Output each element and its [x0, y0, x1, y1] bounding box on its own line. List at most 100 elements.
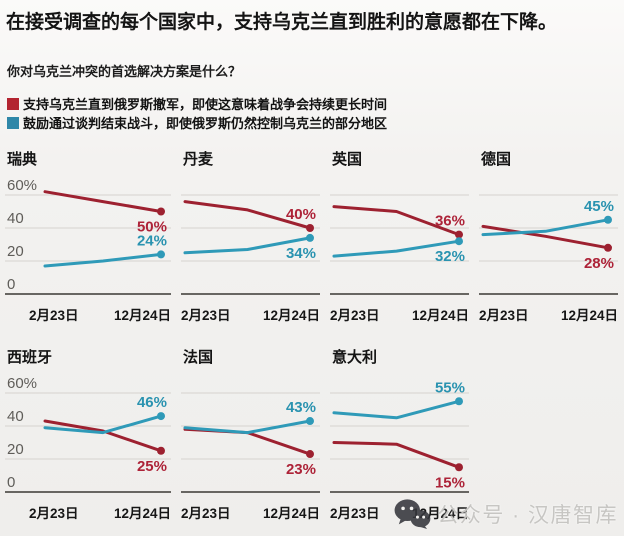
country-label: 意大利 [332, 348, 378, 366]
x-axis-labels: 2月23日 12月24日 [181, 502, 320, 522]
chart-cell: 丹麦 40% 34% 2月23日 12月24日 [181, 148, 320, 324]
data-line-blue [43, 414, 163, 434]
x-tick-start: 2月23日 [29, 307, 79, 323]
x-tick-end: 12月24日 [262, 505, 320, 521]
x-tick-start: 2月23日 [479, 307, 529, 323]
country-label: 西班牙 [7, 348, 53, 366]
end-dot-red [157, 207, 165, 216]
line-chart: 60% 40 20 0 50%24% [5, 178, 171, 295]
value-label-red: 15% [435, 474, 465, 491]
line-chart: 28% 45% [479, 194, 618, 295]
x-tick-end: 12月24日 [113, 505, 171, 521]
x-tick-end: 12月24日 [113, 307, 171, 323]
survey-question: 你对乌克兰冲突的首选解决方案是什么？ [7, 63, 242, 79]
end-dot-blue [157, 411, 165, 420]
x-tick-end: 12月24日 [262, 307, 320, 323]
end-dot-blue [306, 416, 314, 425]
x-tick-end: 12月24日 [560, 307, 618, 323]
charts-row-2: 西班牙 60% 40 20 0 25% 46% 2月23日 12月24日 法国 23% 43% 2月23… [0, 346, 624, 522]
x-tick-end: 12月24日 [411, 307, 469, 323]
country-label: 法国 [183, 348, 214, 366]
data-line-blue [481, 217, 610, 236]
end-dot-red [157, 446, 165, 455]
value-label-blue: 34% [286, 245, 316, 262]
end-dot-blue [455, 236, 463, 245]
x-tick-start: 2月23日 [181, 307, 231, 323]
legend-swatch-red [7, 98, 19, 111]
y-tick-label: 20 [7, 243, 24, 260]
data-line-blue [183, 236, 312, 254]
value-label-blue: 32% [435, 248, 465, 265]
value-label-blue: 55% [435, 379, 465, 396]
country-label: 德国 [481, 150, 512, 168]
data-line-red [332, 204, 461, 236]
legend-item-negotiated-end: 鼓励通过谈判结束战斗，即使俄罗斯仍然控制乌克兰的部分地区 [7, 114, 624, 133]
y-tick-label: 60% [7, 178, 37, 194]
value-label-blue: 24% [137, 232, 167, 249]
data-line-red [481, 224, 610, 249]
data-line-red [43, 189, 163, 213]
legend-label-blue: 鼓励通过谈判结束战斗，即使俄罗斯仍然控制乌克兰的部分地区 [23, 115, 388, 131]
end-dot-red [455, 230, 463, 239]
value-label-red: 50% [137, 218, 167, 235]
y-tick-label: 20 [7, 441, 24, 458]
end-dot-red [455, 462, 463, 471]
legend-label-red: 支持乌克兰直到俄罗斯撤军，即使这意味着战争会持续更长时间 [23, 96, 388, 112]
x-axis-labels: 2月23日 12月24日 [5, 502, 171, 522]
data-line-red [332, 440, 461, 469]
value-label-red: 23% [286, 461, 316, 478]
data-line-blue [332, 239, 461, 258]
x-tick-start: 2月23日 [330, 307, 380, 323]
y-tick-label: 60% [7, 376, 37, 392]
page-title: 在接受调查的每个国家中，支持乌克兰直到胜利的意愿都在下降。 [6, 12, 558, 33]
x-tick-start: 2月23日 [181, 505, 231, 521]
value-label-blue: 45% [584, 197, 614, 214]
x-axis-labels: 2月23日 12月24日 [181, 304, 320, 324]
value-label-red: 25% [137, 457, 167, 474]
data-line-blue [332, 399, 461, 419]
chart-cell: 法国 23% 43% 2月23日 12月24日 [181, 346, 320, 522]
y-tick-label: 40 [7, 408, 24, 425]
data-line-red [183, 199, 312, 230]
x-axis-labels: 2月23日 12月24日 [330, 502, 469, 522]
end-dot-red [306, 223, 314, 232]
end-dot-blue [604, 215, 612, 224]
chart-cell: 英国 36% 32% 2月23日 12月24日 [330, 148, 469, 324]
x-axis-labels: 2月23日 12月24日 [479, 304, 618, 324]
value-label-blue: 43% [286, 399, 316, 416]
x-tick-start: 2月23日 [330, 505, 380, 521]
y-tick-label: 40 [7, 210, 24, 227]
end-dot-red [306, 449, 314, 458]
chart-cell: 瑞典 60% 40 20 0 50% 24% 2月23日 12月24日 [5, 148, 171, 324]
data-line-blue [183, 419, 312, 434]
end-dot-blue [306, 233, 314, 242]
country-label: 丹麦 [183, 150, 214, 168]
line-chart: 15% 55% [330, 379, 469, 493]
chart-cell: 西班牙 60% 40 20 0 25% 46% 2月23日 12月24日 [5, 346, 171, 522]
x-tick-start: 2月23日 [29, 505, 79, 521]
y-tick-label: 0 [7, 276, 15, 293]
chart-cell: 意大利 15% 55% 2月23日 12月24日 [330, 346, 469, 522]
country-label: 瑞典 [7, 150, 38, 168]
value-label-red: 28% [584, 254, 614, 271]
legend-item-support-until-withdrawal: 支持乌克兰直到俄罗斯撤军，即使这意味着战争会持续更长时间 [7, 95, 624, 114]
value-label-red: 36% [435, 212, 465, 229]
end-dot-blue [455, 396, 463, 405]
line-chart: 40% 34% [181, 194, 320, 295]
line-chart: 36% 32% [330, 194, 469, 295]
legend: 支持乌克兰直到俄罗斯撤军，即使这意味着战争会持续更长时间 鼓励通过谈判结束战斗，… [7, 95, 624, 133]
y-tick-label: 0 [7, 474, 15, 491]
charts-row-1: 瑞典 60% 40 20 0 50% 24% 2月23日 12月24日 丹麦 40% 34% 2月23日… [0, 148, 624, 324]
data-line-red [43, 419, 163, 452]
end-dot-red [604, 243, 612, 252]
value-label-red: 40% [286, 206, 316, 223]
value-label-blue: 46% [137, 394, 167, 411]
line-chart: 60% 40 20 0 25% 46% [5, 376, 171, 493]
data-line-blue [43, 252, 163, 268]
legend-swatch-blue [7, 117, 19, 130]
chart-cell: 德国 28% 45% 2月23日 12月24日 [479, 148, 618, 324]
x-axis-labels: 2月23日 12月24日 [5, 304, 171, 324]
x-axis-labels: 2月23日 12月24日 [330, 304, 469, 324]
end-dot-blue [157, 250, 165, 259]
